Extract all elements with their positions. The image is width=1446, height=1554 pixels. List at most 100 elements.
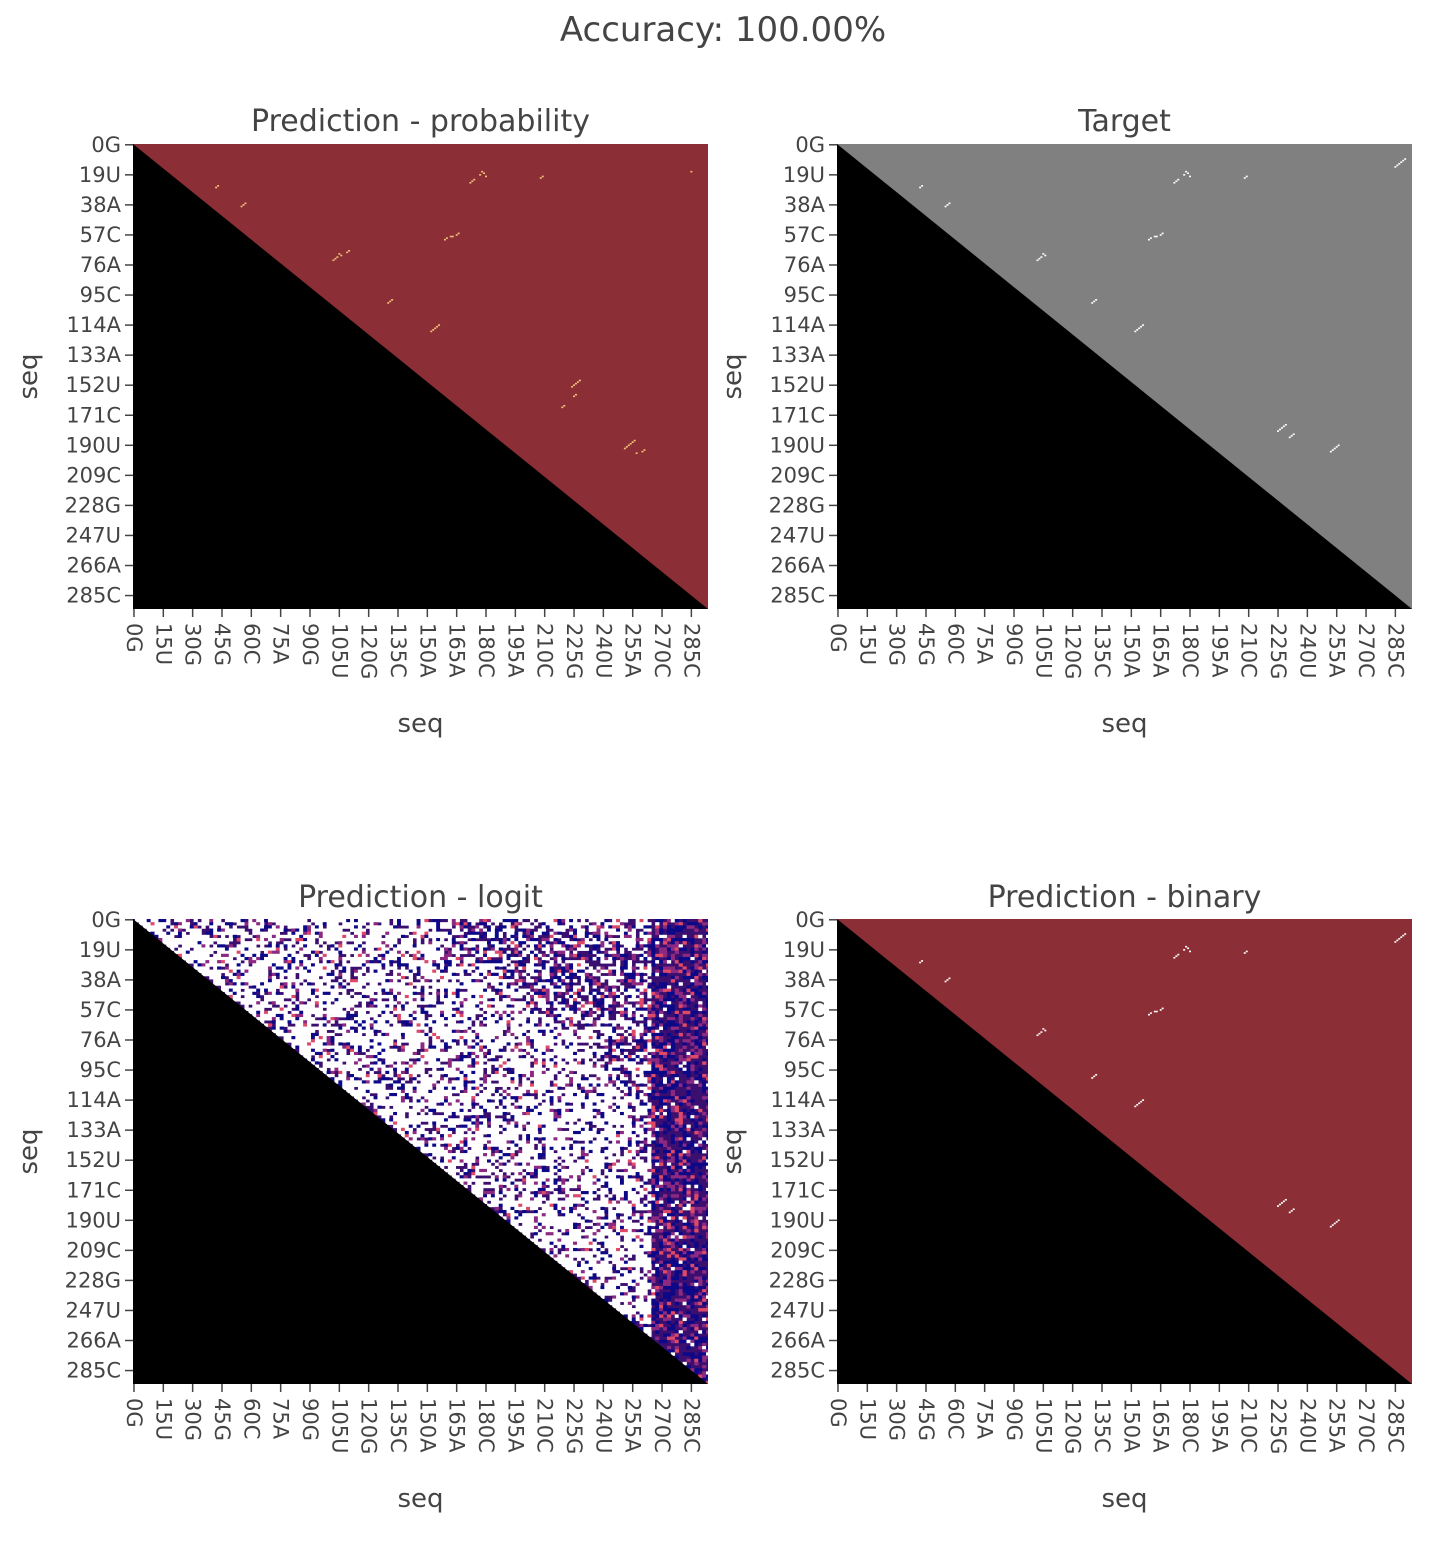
logit-cell	[569, 1055, 574, 1059]
logit-cell	[643, 1023, 648, 1027]
logit-cell	[580, 937, 586, 942]
logit-cell	[420, 979, 425, 983]
logit-cell	[322, 953, 327, 958]
logit-cell	[416, 966, 421, 970]
logit-cell	[459, 975, 464, 980]
logit-cell	[518, 960, 523, 964]
logit-cell	[569, 1029, 574, 1034]
logit-cell	[494, 941, 500, 945]
logit-cell	[522, 1061, 527, 1065]
logit-cell	[432, 994, 437, 999]
logit-cell	[389, 1042, 394, 1046]
logit-cell	[651, 1067, 656, 1072]
logit-cell	[639, 1010, 644, 1015]
logit-cell	[541, 956, 546, 961]
logit-cell	[424, 985, 429, 989]
logit-cell	[224, 991, 230, 996]
logit-cell	[240, 931, 245, 936]
logit-cell	[361, 1004, 367, 1008]
logit-cell	[213, 975, 218, 980]
logit-cell	[545, 988, 550, 993]
logit-cell	[596, 1007, 601, 1012]
logit-cell	[565, 1010, 570, 1015]
logit-cell	[303, 937, 308, 942]
logit-cell	[635, 1010, 640, 1015]
logit-cell	[514, 1045, 519, 1049]
logit-cell	[404, 1023, 410, 1027]
logit-cell	[412, 953, 417, 958]
logit-cell	[612, 966, 617, 970]
logit-cell	[381, 1039, 386, 1043]
logit-cell	[565, 1039, 570, 1043]
logit-cell	[463, 1010, 468, 1015]
logit-cell	[334, 947, 339, 951]
logit-cell	[576, 963, 582, 967]
logit-cell	[526, 1055, 531, 1059]
logit-cell	[365, 991, 370, 996]
logit-cell	[299, 1032, 304, 1037]
logit-cell	[639, 1026, 644, 1031]
logit-cell	[404, 928, 410, 932]
logit-cell	[299, 975, 304, 980]
logit-cell	[635, 1036, 640, 1040]
logit-cell	[271, 1001, 277, 1005]
logit-cell	[596, 934, 601, 939]
logit-cell	[264, 1010, 269, 1015]
logit-cell	[553, 963, 558, 967]
logit-cell	[494, 1023, 500, 1027]
logit-cell	[346, 1007, 351, 1012]
logit-cell	[612, 1048, 617, 1053]
logit-cell	[228, 985, 234, 989]
logit-cell	[643, 928, 648, 932]
logit-cell	[377, 1032, 382, 1037]
logit-cell	[334, 1001, 339, 1005]
logit-cell	[584, 1064, 589, 1068]
logit-cell	[350, 944, 355, 948]
logit-cell	[338, 982, 343, 986]
logit-cell	[612, 1064, 617, 1068]
y-tick-label: 247U	[66, 523, 121, 547]
logit-cell	[170, 925, 175, 929]
logit-cell	[506, 919, 511, 923]
logit-cell	[291, 937, 296, 942]
pair-cell	[1091, 302, 1094, 304]
logit-cell	[533, 1020, 539, 1024]
logit-cell	[369, 1055, 374, 1059]
logit-cell	[674, 919, 679, 923]
logit-cell	[330, 1026, 335, 1031]
logit-cell	[381, 1042, 386, 1046]
pair-cell	[571, 385, 574, 388]
logit-cell	[619, 1058, 625, 1062]
logit-cell	[471, 963, 476, 967]
logit-cell	[295, 1026, 300, 1031]
logit-cell	[479, 944, 484, 948]
logit-cell	[573, 969, 578, 974]
pair-cell	[1138, 327, 1141, 330]
logit-cell	[647, 1004, 652, 1008]
logit-cell	[283, 960, 288, 964]
logit-cell	[236, 937, 241, 942]
logit-cell	[666, 1045, 672, 1049]
logit-cell	[271, 966, 277, 970]
logit-cell	[436, 1055, 441, 1059]
logit-cell	[506, 960, 511, 964]
logit-cell	[369, 991, 374, 996]
y-tick-label: 19U	[783, 163, 825, 187]
logit-cell	[440, 1004, 445, 1008]
logit-cell	[416, 1007, 421, 1012]
logit-cell	[287, 1032, 292, 1037]
logit-cell	[256, 1001, 261, 1005]
logit-cell	[565, 922, 570, 926]
logit-cell	[314, 934, 320, 939]
logit-cell	[580, 944, 586, 948]
logit-cell	[310, 1051, 316, 1056]
logit-cell	[283, 972, 288, 977]
logit-cell	[451, 1061, 457, 1065]
logit-cell	[623, 1007, 629, 1012]
logit-cell	[635, 937, 640, 942]
logit-cell	[314, 982, 320, 986]
logit-cell	[518, 1013, 523, 1018]
logit-cell	[310, 1001, 316, 1005]
logit-cell	[365, 975, 370, 980]
logit-cell	[506, 937, 511, 942]
